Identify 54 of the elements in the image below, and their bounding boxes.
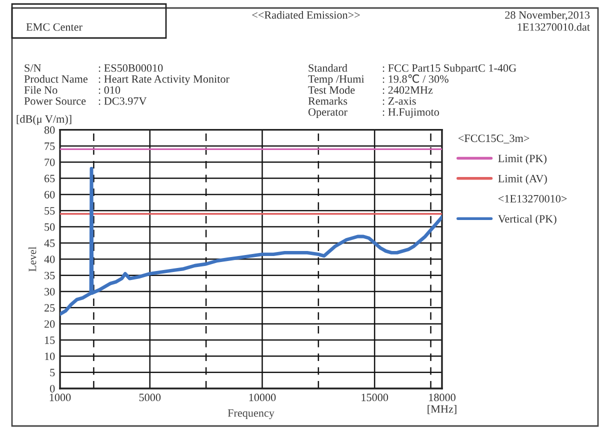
y-tick-label: 10: [45, 352, 55, 360]
x-tick-label: 18000: [429, 394, 456, 402]
text: File No: [24, 86, 58, 94]
y-tick-label: 40: [44, 256, 55, 264]
text: Power Source: [24, 97, 86, 105]
x-tick-label: 1000: [50, 394, 71, 402]
text: 1E13270010.dat: [518, 22, 590, 31]
y-tick-label: 65: [44, 174, 55, 182]
text: : Heart Rate Activity Monitor: [98, 75, 230, 86]
text: [MHz]: [428, 404, 456, 414]
chart-title: <<Radiated Emission>>: [252, 10, 360, 19]
text: Operator: [308, 108, 348, 118]
text: S/N: [24, 64, 42, 72]
text: : H.Fujimoto: [382, 108, 439, 118]
x-axis-title: Frequency: [228, 409, 274, 420]
text: : ES50B00010: [98, 64, 163, 72]
legend-label: Vertical (PK): [498, 214, 556, 225]
text: Temp /Humi: [308, 75, 364, 86]
line-series: [60, 166, 442, 316]
x-tick-label: 15000: [362, 394, 388, 402]
y-tick-label: 0: [50, 384, 55, 392]
text: : 2402MHz: [382, 86, 433, 94]
y-tick-label: 35: [44, 272, 55, 280]
text: Product Name: [24, 74, 88, 83]
y-tick-label: 55: [44, 207, 55, 215]
y-tick-label: 50: [44, 223, 55, 231]
legend-title: <FCC15C_3m>: [458, 134, 530, 144]
text: : Z-axis: [382, 97, 416, 105]
text: EMC Center: [26, 23, 82, 31]
y-axis-title: Level: [28, 246, 36, 272]
text: Test Mode: [308, 86, 355, 94]
text: : DC3.97V: [98, 97, 147, 105]
y-tick-label: 15: [45, 336, 55, 344]
text: <1E13270010>: [498, 195, 567, 202]
x-tick-label: 5000: [139, 394, 161, 402]
text: : 19.8℃ / 30%: [382, 74, 448, 83]
text: Standard: [308, 64, 348, 72]
y-tick-label: 45: [44, 240, 55, 247]
y-tick-label: 60: [44, 190, 55, 198]
legend-label: Limit (AV): [498, 174, 547, 185]
legend-label: Limit (PK): [498, 154, 546, 164]
text: Remarks: [308, 96, 348, 105]
y-tick-label: 5: [50, 368, 55, 376]
y-tick-label: 30: [44, 288, 55, 296]
y-tick-label: 75: [44, 142, 55, 150]
y-tick-label: 25: [44, 304, 55, 312]
x-tick-label: 10000: [249, 394, 276, 402]
text: [dB(μ V/m)]: [16, 114, 72, 126]
text: : FCC Part15 SubpartC 1-40G: [382, 64, 516, 74]
y-tick-label: 70: [44, 158, 55, 166]
text: 28 November,2013: [505, 10, 590, 20]
y-tick-label: 80: [44, 126, 55, 134]
y-tick-label: 20: [44, 320, 55, 328]
text: : 010: [98, 86, 120, 94]
